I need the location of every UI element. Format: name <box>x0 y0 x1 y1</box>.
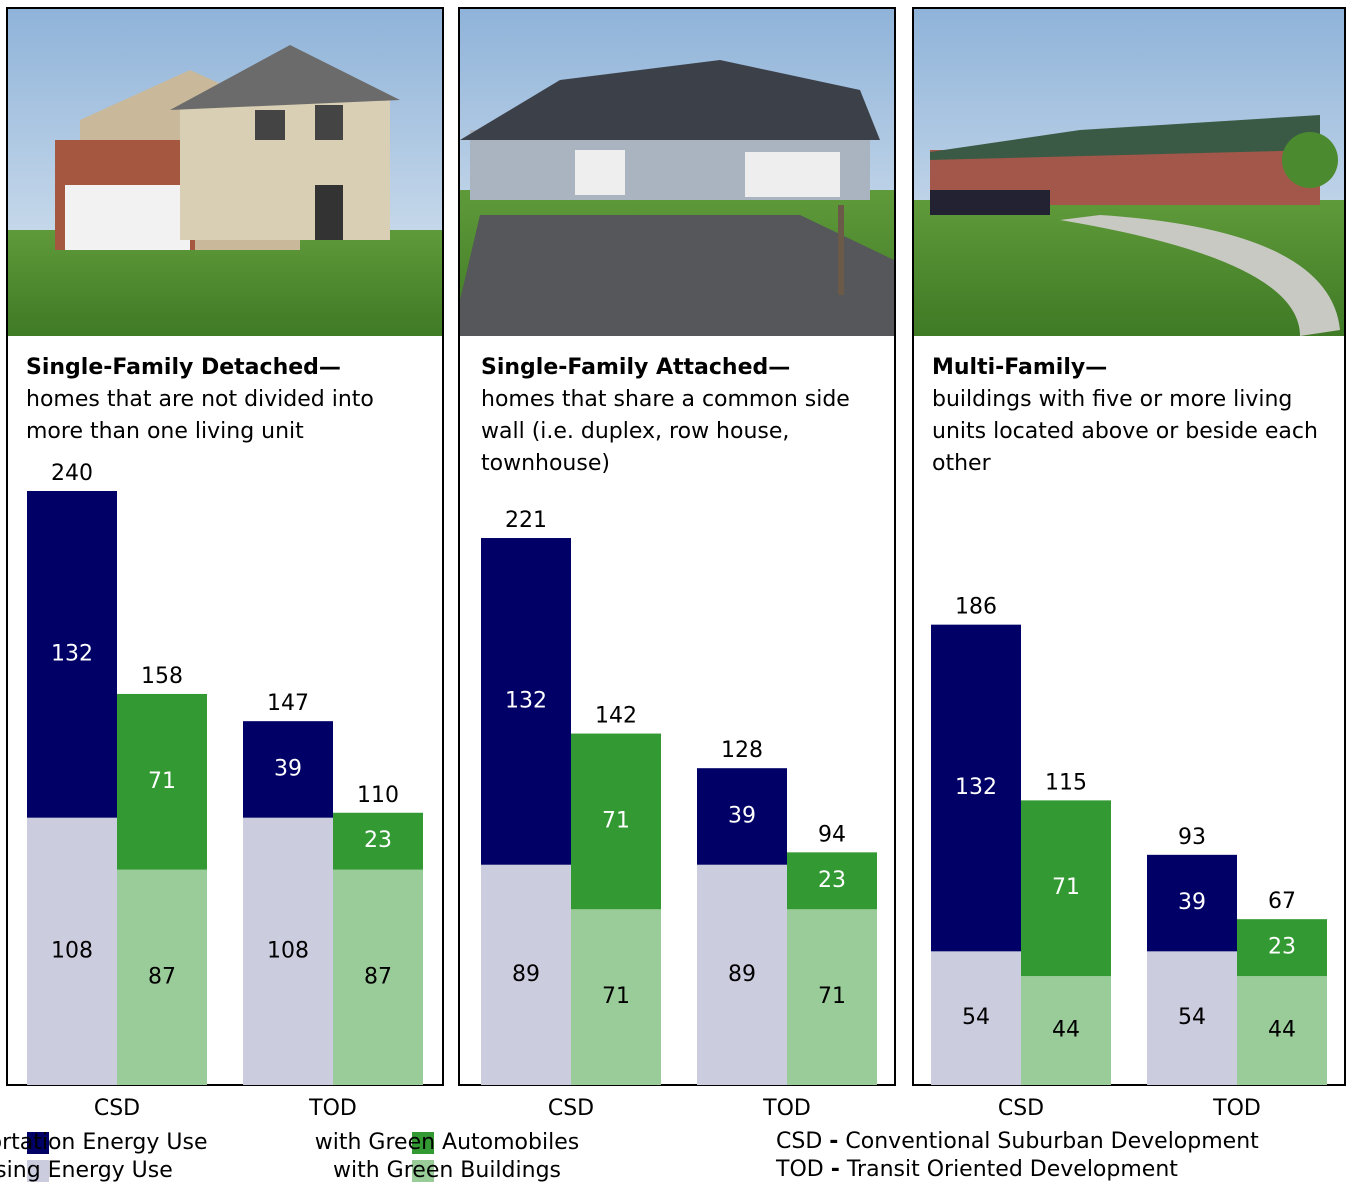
total-label: 142 <box>595 704 637 729</box>
note-separator: - <box>831 1157 840 1182</box>
total-label: 110 <box>357 783 399 808</box>
segment-label: 89 <box>512 962 540 987</box>
photo <box>914 9 1344 336</box>
note: TOD - Transit Oriented Development <box>776 1156 1259 1184</box>
segment-label: 44 <box>1268 1018 1296 1043</box>
total-label: 147 <box>267 691 309 716</box>
notes: CSD - Conventional Suburban Development … <box>776 1128 1259 1184</box>
note-separator: - <box>829 1129 838 1154</box>
total-label: 186 <box>955 595 997 620</box>
total-label: 67 <box>1268 889 1296 914</box>
segment-label: 71 <box>602 984 630 1009</box>
panel-subtitle: homes that share a common side wall (i.e… <box>481 387 850 476</box>
photo <box>460 9 894 336</box>
segment-label: 89 <box>728 962 756 987</box>
x-tick-label: TOD <box>1212 1096 1261 1121</box>
segment-label: 71 <box>148 769 176 794</box>
segment-label: 71 <box>602 808 630 833</box>
segment-label: 44 <box>1052 1018 1080 1043</box>
panel-title: Single-Family Attached— <box>481 352 886 384</box>
segment-label: 87 <box>364 964 392 989</box>
page: CSD 108 132 240 87 71 158 TOD 108 39 147 87 23 110 CSD… <box>0 0 1351 1184</box>
legend-label: with Green Automobiles <box>315 1130 579 1155</box>
segment-label: 71 <box>818 984 846 1009</box>
segment-label: 132 <box>505 688 547 713</box>
total-label: 221 <box>505 508 547 533</box>
x-tick-label: TOD <box>308 1096 357 1121</box>
x-tick-label: CSD <box>94 1096 140 1121</box>
total-label: 128 <box>721 738 763 763</box>
panel-subtitle: buildings with five or more living units… <box>932 387 1318 476</box>
x-tick-label: TOD <box>762 1096 811 1121</box>
note: CSD - Conventional Suburban Development <box>776 1128 1259 1156</box>
total-label: 115 <box>1045 770 1087 795</box>
segment-label: 54 <box>1178 1005 1206 1030</box>
panel-title: Single-Family Detached— <box>26 352 431 384</box>
legend-label: Housing Energy Use <box>0 1158 173 1183</box>
panel-title: Multi-Family— <box>932 352 1337 384</box>
note-definition: Transit Oriented Development <box>847 1157 1178 1182</box>
segment-label: 23 <box>1268 935 1296 960</box>
legend-label: Transportation Energy Use <box>0 1130 207 1155</box>
total-label: 93 <box>1178 825 1206 850</box>
segment-label: 39 <box>274 756 302 781</box>
legend-label: with Green Buildings <box>333 1158 561 1183</box>
panel-subtitle: homes that are not divided into more tha… <box>26 387 374 444</box>
segment-label: 23 <box>818 868 846 893</box>
segment-label: 71 <box>1052 875 1080 900</box>
note-definition: Conventional Suburban Development <box>845 1129 1258 1154</box>
note-abbr: TOD <box>776 1157 824 1182</box>
total-label: 158 <box>141 664 183 689</box>
photo <box>8 9 442 336</box>
segment-label: 54 <box>962 1005 990 1030</box>
total-label: 94 <box>818 822 846 847</box>
segment-label: 39 <box>728 803 756 828</box>
x-tick-label: CSD <box>548 1096 594 1121</box>
segment-label: 132 <box>955 775 997 800</box>
segment-label: 132 <box>51 641 93 666</box>
panel-heading: Single-Family Attached—homes that share … <box>481 352 886 480</box>
segment-label: 39 <box>1178 890 1206 915</box>
total-label: 240 <box>51 461 93 486</box>
panel-heading: Single-Family Detached—homes that are no… <box>26 352 431 448</box>
segment-label: 87 <box>148 964 176 989</box>
panel-heading: Multi-Family—buildings with five or more… <box>932 352 1337 480</box>
note-abbr: CSD <box>776 1129 822 1154</box>
x-tick-label: CSD <box>998 1096 1044 1121</box>
segment-label: 108 <box>51 938 93 963</box>
chart: CSD 108 132 240 87 71 158 TOD 108 39 147 87 23 110 CSD… <box>0 0 1351 1184</box>
segment-label: 108 <box>267 938 309 963</box>
segment-label: 23 <box>364 828 392 853</box>
